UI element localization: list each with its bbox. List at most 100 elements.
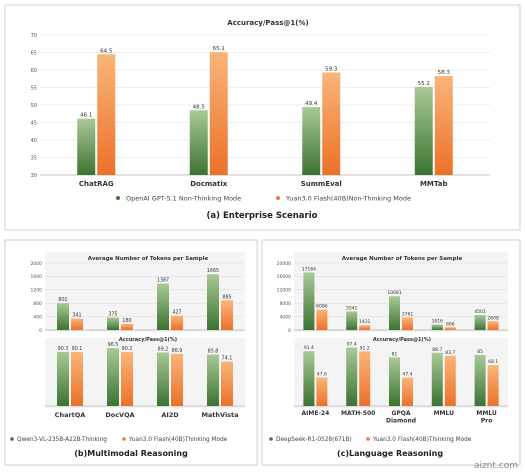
chart-b-top-ytick-2: 800: [33, 301, 42, 307]
chart-c-top-label-s0-c1: 5541: [346, 305, 358, 311]
chart-c-top-label-s0-c2: 10081: [387, 290, 401, 296]
chart-c-top-bar-s1-c4: [487, 321, 499, 330]
chart-b-bottom-label-s1-c1: 90.2: [122, 346, 133, 352]
chart-a-category-2: SummEval: [301, 180, 342, 188]
chart-b-top-label-s1-c0: 341: [72, 313, 81, 319]
chart-a-ytick-5: 55: [31, 85, 37, 91]
chart-c-top-ytick-0: 0: [288, 328, 291, 334]
watermark: aiznt.com: [474, 461, 518, 471]
chart-c-bottom-category-1: MATH-500: [341, 410, 375, 417]
chart-b-top-label-s1-c2: 427: [172, 310, 181, 316]
chart-b-top-bar-s1-c1: [121, 323, 133, 330]
panel-a: Accuracy/Pass@1(%) 30 35 40 45 50 55 60 65 70 46…: [4, 4, 521, 231]
legend-c-swatch-1: [269, 437, 273, 441]
chart-b-top-ytick-3: 1200: [31, 288, 43, 294]
chart-a-label-s1-c0: 64.5: [100, 48, 113, 54]
chart-c-bottom-bar-s1-c2: [402, 377, 413, 406]
chart-c-bottom-bar-s1-c4: [487, 365, 499, 406]
chart-b-top-title: Average Number of Tokens per Sample: [88, 256, 209, 262]
chart-a-bar-s1-c2: [322, 72, 341, 175]
chart-c-bottom-title: Accuracy/Pass@1(%): [373, 337, 431, 343]
chart-c-top-ytick-5: 20000: [277, 261, 291, 267]
chart-c-bottom-bar-s0-c3: [431, 352, 443, 406]
chart-b-bottom-label-s0-c3: 85.8: [208, 349, 219, 355]
chart-b-top-label-s0-c2: 1387: [157, 278, 169, 284]
chart-c-bottom-label-s1-c2: 47.4: [402, 372, 412, 378]
chart-c-bottom-category-2: GPQA: [391, 410, 410, 417]
chart-c-bottom-category-2-line1: Diamond: [386, 418, 416, 425]
chart-c-bottom-category-4-line1: Pro: [481, 418, 492, 425]
chart-a-category-0: ChatRAG: [79, 180, 114, 188]
legend-a-label-2: Yuan3.0 Flash(40B)Non-Thinking Mode: [285, 195, 411, 203]
chart-a-ytick-6: 60: [31, 68, 37, 74]
chart-a-category-1: Docmatix: [190, 180, 228, 188]
chart-b-bottom-bar-s1-c3: [221, 361, 233, 406]
chart-a-bar-s0-c1: [189, 110, 208, 175]
legend-b-label-2: Yuan3.0 Flash(40B)Thinking Mode: [128, 437, 228, 443]
chart-c-top-ytick-3: 12000: [277, 288, 291, 294]
chart-c-legend: DeepSeek-R1-0528(671B) Yuan3.0 Flash(40B…: [269, 437, 472, 443]
chart-a-ytick-1: 35: [31, 155, 37, 161]
legend-b-swatch-1: [10, 437, 14, 441]
chart-a-label-s0-c1: 48.5: [193, 104, 206, 110]
chart-c-bottom-bar-s1-c3: [444, 355, 456, 406]
chart-c-bottom-category-0: AIME-24: [302, 410, 330, 417]
chart-a-label-s1-c3: 58.3: [438, 70, 451, 76]
chart-c-bottom-bar-s1-c1: [359, 351, 371, 406]
chart-a-legend: OpenAI GPT-5.1 Non-Thinking Mode Yuan3.0…: [116, 195, 411, 203]
chart-b-caption: (b)Multimodal Reasoning: [74, 449, 188, 458]
chart-a-label-s1-c1: 65.1: [213, 46, 225, 52]
chart-b-top-ytick-4: 1600: [31, 274, 43, 280]
chart-b-bottom-bar-s0-c0: [57, 351, 69, 406]
chart-c-top-label-s1-c2: 3761: [402, 311, 414, 317]
chart-a-bar-s1-c1: [209, 52, 228, 175]
chart-b-bottom-label-s1-c3: 74.1: [222, 356, 233, 362]
chart-b-top-ytick-0: 0: [39, 328, 42, 334]
chart-a-title: Accuracy/Pass@1(%): [227, 19, 308, 27]
chart-c-top-bar-s1-c1: [359, 325, 371, 330]
chart-b-bottom-label-s1-c0: 90.1: [72, 346, 83, 352]
chart-c-bottom-label-s1-c1: 91.2: [360, 345, 370, 351]
chart-a-ytick-7: 65: [31, 50, 37, 56]
chart-c-bottom-label-s0-c2: 81: [392, 351, 398, 357]
chart-a-bar-s0-c3: [414, 86, 433, 175]
chart-b-top-label-s0-c1: 375: [108, 311, 117, 317]
chart-c-top-bar-s0-c2: [389, 296, 400, 330]
chart-c-top-bar-s1-c2: [402, 317, 413, 330]
chart-b-top-bar-s0-c2: [157, 283, 169, 330]
chart-b-bottom-category-3: MathVista: [201, 411, 238, 419]
chart-c-top-ytick-2: 8000: [280, 301, 292, 307]
chart-a-bar-s0-c2: [302, 107, 321, 175]
panel-a-background: [4, 4, 521, 231]
chart-c-top-bar-s0-c3: [431, 324, 443, 330]
chart-a-caption: (a) Enterprise Scenario: [207, 211, 318, 221]
chart-a-ytick-4: 50: [31, 103, 37, 109]
panel-c: Average Number of Tokens per Sample Accu…: [261, 239, 521, 466]
panel-b: Average Number of Tokens per Sample Accu…: [4, 239, 258, 466]
chart-b-top-bar-s0-c0: [57, 303, 69, 330]
chart-b-top-bar-s1-c0: [71, 318, 83, 330]
chart-c-bottom-label-s1-c4: 68.1: [488, 359, 498, 365]
chart-c-bottom-category-3: MMLU: [434, 410, 455, 417]
panel-c-bottom-frame: [294, 338, 508, 408]
chart-b-top-ytick-1: 400: [33, 314, 42, 320]
chart-b-bottom-category-0: ChartQA: [55, 411, 86, 419]
chart-b-top-ytick-5: 2000: [31, 261, 43, 267]
chart-c-bottom-label-s0-c3: 88.7: [432, 347, 442, 353]
chart-b-bottom-bar-s1-c0: [71, 351, 83, 406]
legend-c-label-1: DeepSeek-R1-0528(671B): [276, 437, 352, 443]
chart-b-bottom-category-2: AI2D: [161, 411, 179, 419]
chart-c-bottom-bar-s1-c0: [316, 377, 328, 406]
chart-b-top-bar-s1-c3: [221, 300, 233, 330]
chart-c-bottom-category-4: MMLU: [476, 410, 497, 417]
legend-a-label-1: OpenAI GPT-5.1 Non-Thinking Mode: [126, 195, 241, 203]
chart-a-label-s1-c2: 59.3: [325, 66, 338, 72]
chart-c-top-bar-s1-c3: [444, 327, 456, 330]
chart-c-bottom-bar-s0-c0: [303, 351, 315, 406]
chart-a-label-s0-c0: 46.1: [80, 113, 92, 119]
chart-c-top-label-s0-c4: 4501: [474, 309, 486, 315]
chart-a-ytick-3: 45: [31, 120, 37, 126]
chart-a-bar-s1-c0: [97, 54, 116, 175]
chart-c-top-label-s1-c4: 2608: [487, 315, 499, 321]
